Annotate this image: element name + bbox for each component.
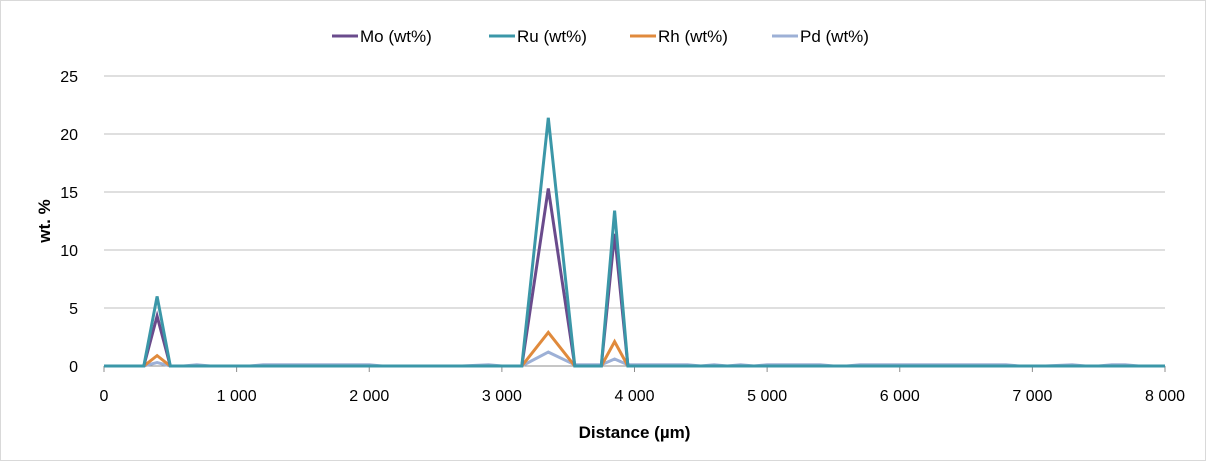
x-tick-label: 2 000 [349, 388, 389, 405]
legend-label-ru: Ru (wt%) [517, 27, 587, 46]
legend-label-rh: Rh (wt%) [658, 27, 728, 46]
x-tick-label: 0 [100, 388, 109, 405]
x-tick-label: 6 000 [880, 388, 920, 405]
series-line-rh [104, 329, 1165, 368]
series-line-mo [104, 188, 1165, 368]
legend-label-mo: Mo (wt%) [360, 27, 432, 46]
y-tick-label: 25 [60, 69, 78, 86]
x-axis-ticks: 0 1 000 2 000 3 000 4 000 5 000 6 000 7 000 8 00… [100, 366, 1185, 405]
series-line-pd [104, 350, 1165, 368]
x-tick-label: 1 000 [217, 388, 257, 405]
x-tick-label: 3 000 [482, 388, 522, 405]
legend: Mo (wt%) Ru (wt%) Rh (wt%) Pd (wt%) [332, 27, 869, 46]
x-tick-label: 8 000 [1145, 388, 1185, 405]
series-lines [104, 117, 1165, 368]
x-tick-label: 7 000 [1012, 388, 1052, 405]
y-tick-label: 15 [60, 185, 78, 202]
y-tick-label: 5 [69, 301, 78, 318]
y-axis-title: wt. % [35, 199, 54, 243]
y-tick-label: 10 [60, 243, 78, 260]
y-axis-ticks: 0 5 10 15 20 25 [60, 69, 78, 376]
x-axis-title: Distance (µm) [579, 423, 691, 442]
gridlines [104, 75, 1165, 309]
x-tick-label: 4 000 [614, 388, 654, 405]
y-tick-label: 0 [69, 359, 78, 376]
y-tick-label: 20 [60, 127, 78, 144]
x-tick-label: 5 000 [747, 388, 787, 405]
series-line-ru [104, 117, 1165, 368]
legend-label-pd: Pd (wt%) [800, 27, 869, 46]
